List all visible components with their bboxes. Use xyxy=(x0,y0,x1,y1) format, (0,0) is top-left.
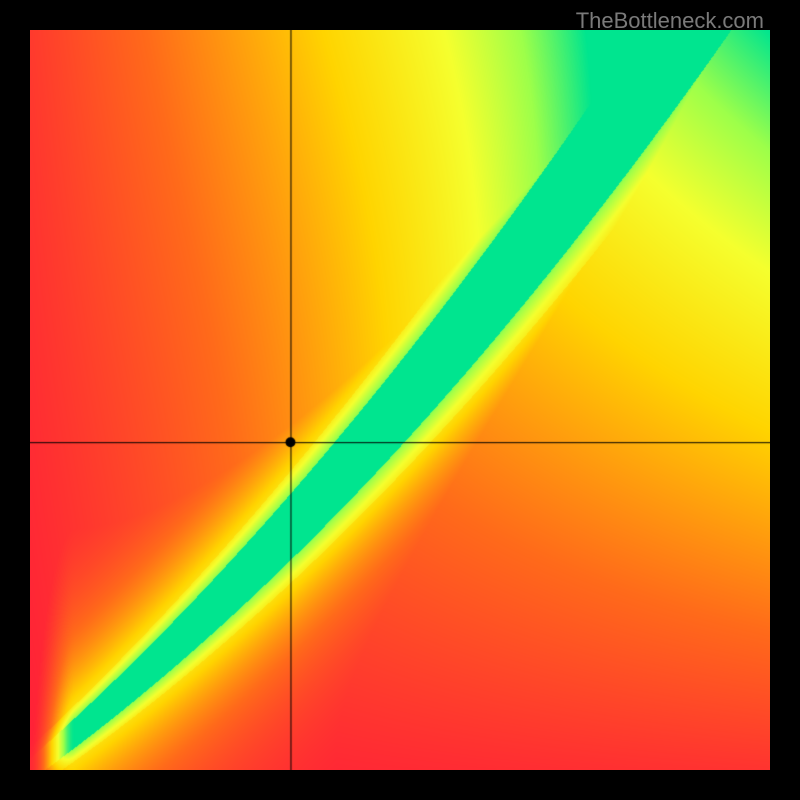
chart-container: TheBottleneck.com xyxy=(0,0,800,800)
heatmap-canvas xyxy=(30,30,770,770)
heatmap-plot xyxy=(30,30,770,770)
watermark-text: TheBottleneck.com xyxy=(576,8,764,34)
